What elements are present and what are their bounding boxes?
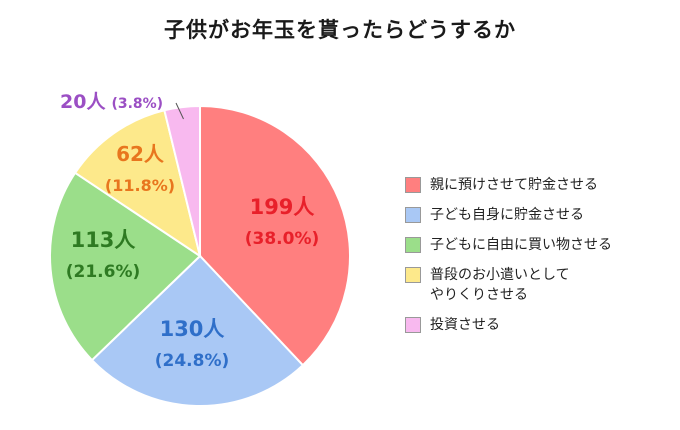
legend-label: 普段のお小遣いとして やりくりさせる [430, 267, 570, 303]
data-label-count: 199人 [250, 195, 315, 219]
legend-label: 子ども自身に貯金させる [430, 207, 584, 223]
legend-swatch [405, 207, 421, 223]
data-label-count: 130人 [160, 317, 225, 341]
legend-label: 親に預けさせて貯金させる [430, 177, 598, 193]
slice-allowance [73, 109, 202, 259]
data-label-count: 113人 [71, 228, 136, 252]
legend-swatch [405, 177, 421, 193]
slice-deposit-with-parents [199, 104, 351, 367]
legend-swatch [405, 267, 421, 283]
data-label-percent: (38.0%) [245, 229, 320, 249]
leader-line [175, 102, 184, 120]
data-label-percent: (11.8%) [105, 176, 175, 195]
data-label-count: 20人 [60, 91, 106, 113]
legend-item-child-saves: 子ども自身に貯金させる [405, 205, 612, 225]
data-label-count: 62人 [116, 142, 165, 166]
slice-child-saves [90, 254, 305, 407]
legend-swatch [405, 317, 421, 333]
slice-invest [163, 104, 201, 257]
legend-item-allowance: 普段のお小遣いとして やりくりさせる [405, 265, 612, 305]
legend-label: 子どもに自由に買い物させる [430, 237, 612, 253]
legend-swatch [405, 237, 421, 253]
data-label-percent: (24.8%) [155, 351, 230, 371]
data-label-percent: (21.6%) [66, 262, 141, 282]
legend-item-invest: 投資させる [405, 315, 612, 335]
legend-label: 投資させる [430, 317, 500, 333]
data-label-percent: (3.8%) [111, 96, 163, 112]
slice-free-shopping [49, 171, 202, 362]
legend: 親に預けさせて貯金させる 子ども自身に貯金させる 子どもに自由に買い物させる 普… [405, 175, 612, 345]
legend-item-deposit-with-parents: 親に預けさせて貯金させる [405, 175, 612, 195]
data-label-invest: 20人 (3.8%) [60, 91, 163, 113]
chart-title: 子供がお年玉を貰ったらどうするか [164, 18, 516, 42]
legend-item-free-shopping: 子どもに自由に買い物させる [405, 235, 612, 255]
